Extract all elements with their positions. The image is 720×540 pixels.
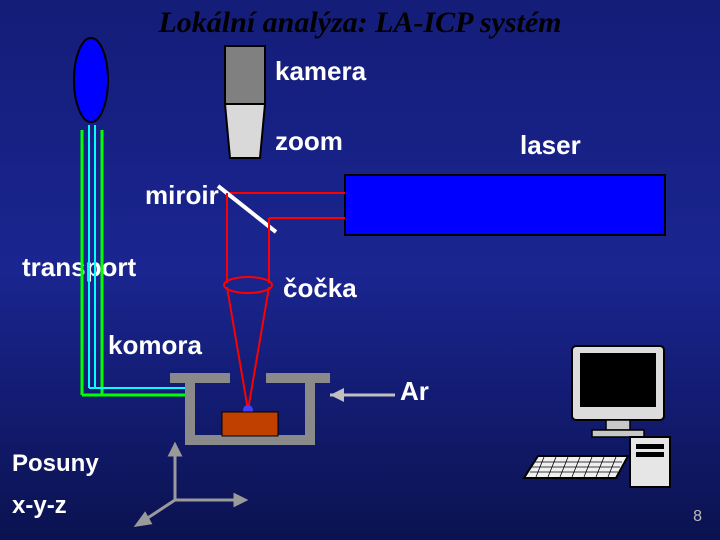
ar-arrow-head	[330, 388, 344, 402]
sample-block	[222, 412, 278, 436]
camera-box	[225, 46, 265, 104]
xyz-axes	[137, 445, 245, 525]
computer-icon	[520, 338, 678, 503]
plasma-oval	[74, 38, 108, 122]
beam-conv-left	[227, 287, 248, 410]
laser-box	[345, 175, 665, 235]
zoom-box	[225, 104, 265, 158]
beam-conv-right	[248, 287, 269, 410]
lens-ellipse	[224, 277, 272, 293]
